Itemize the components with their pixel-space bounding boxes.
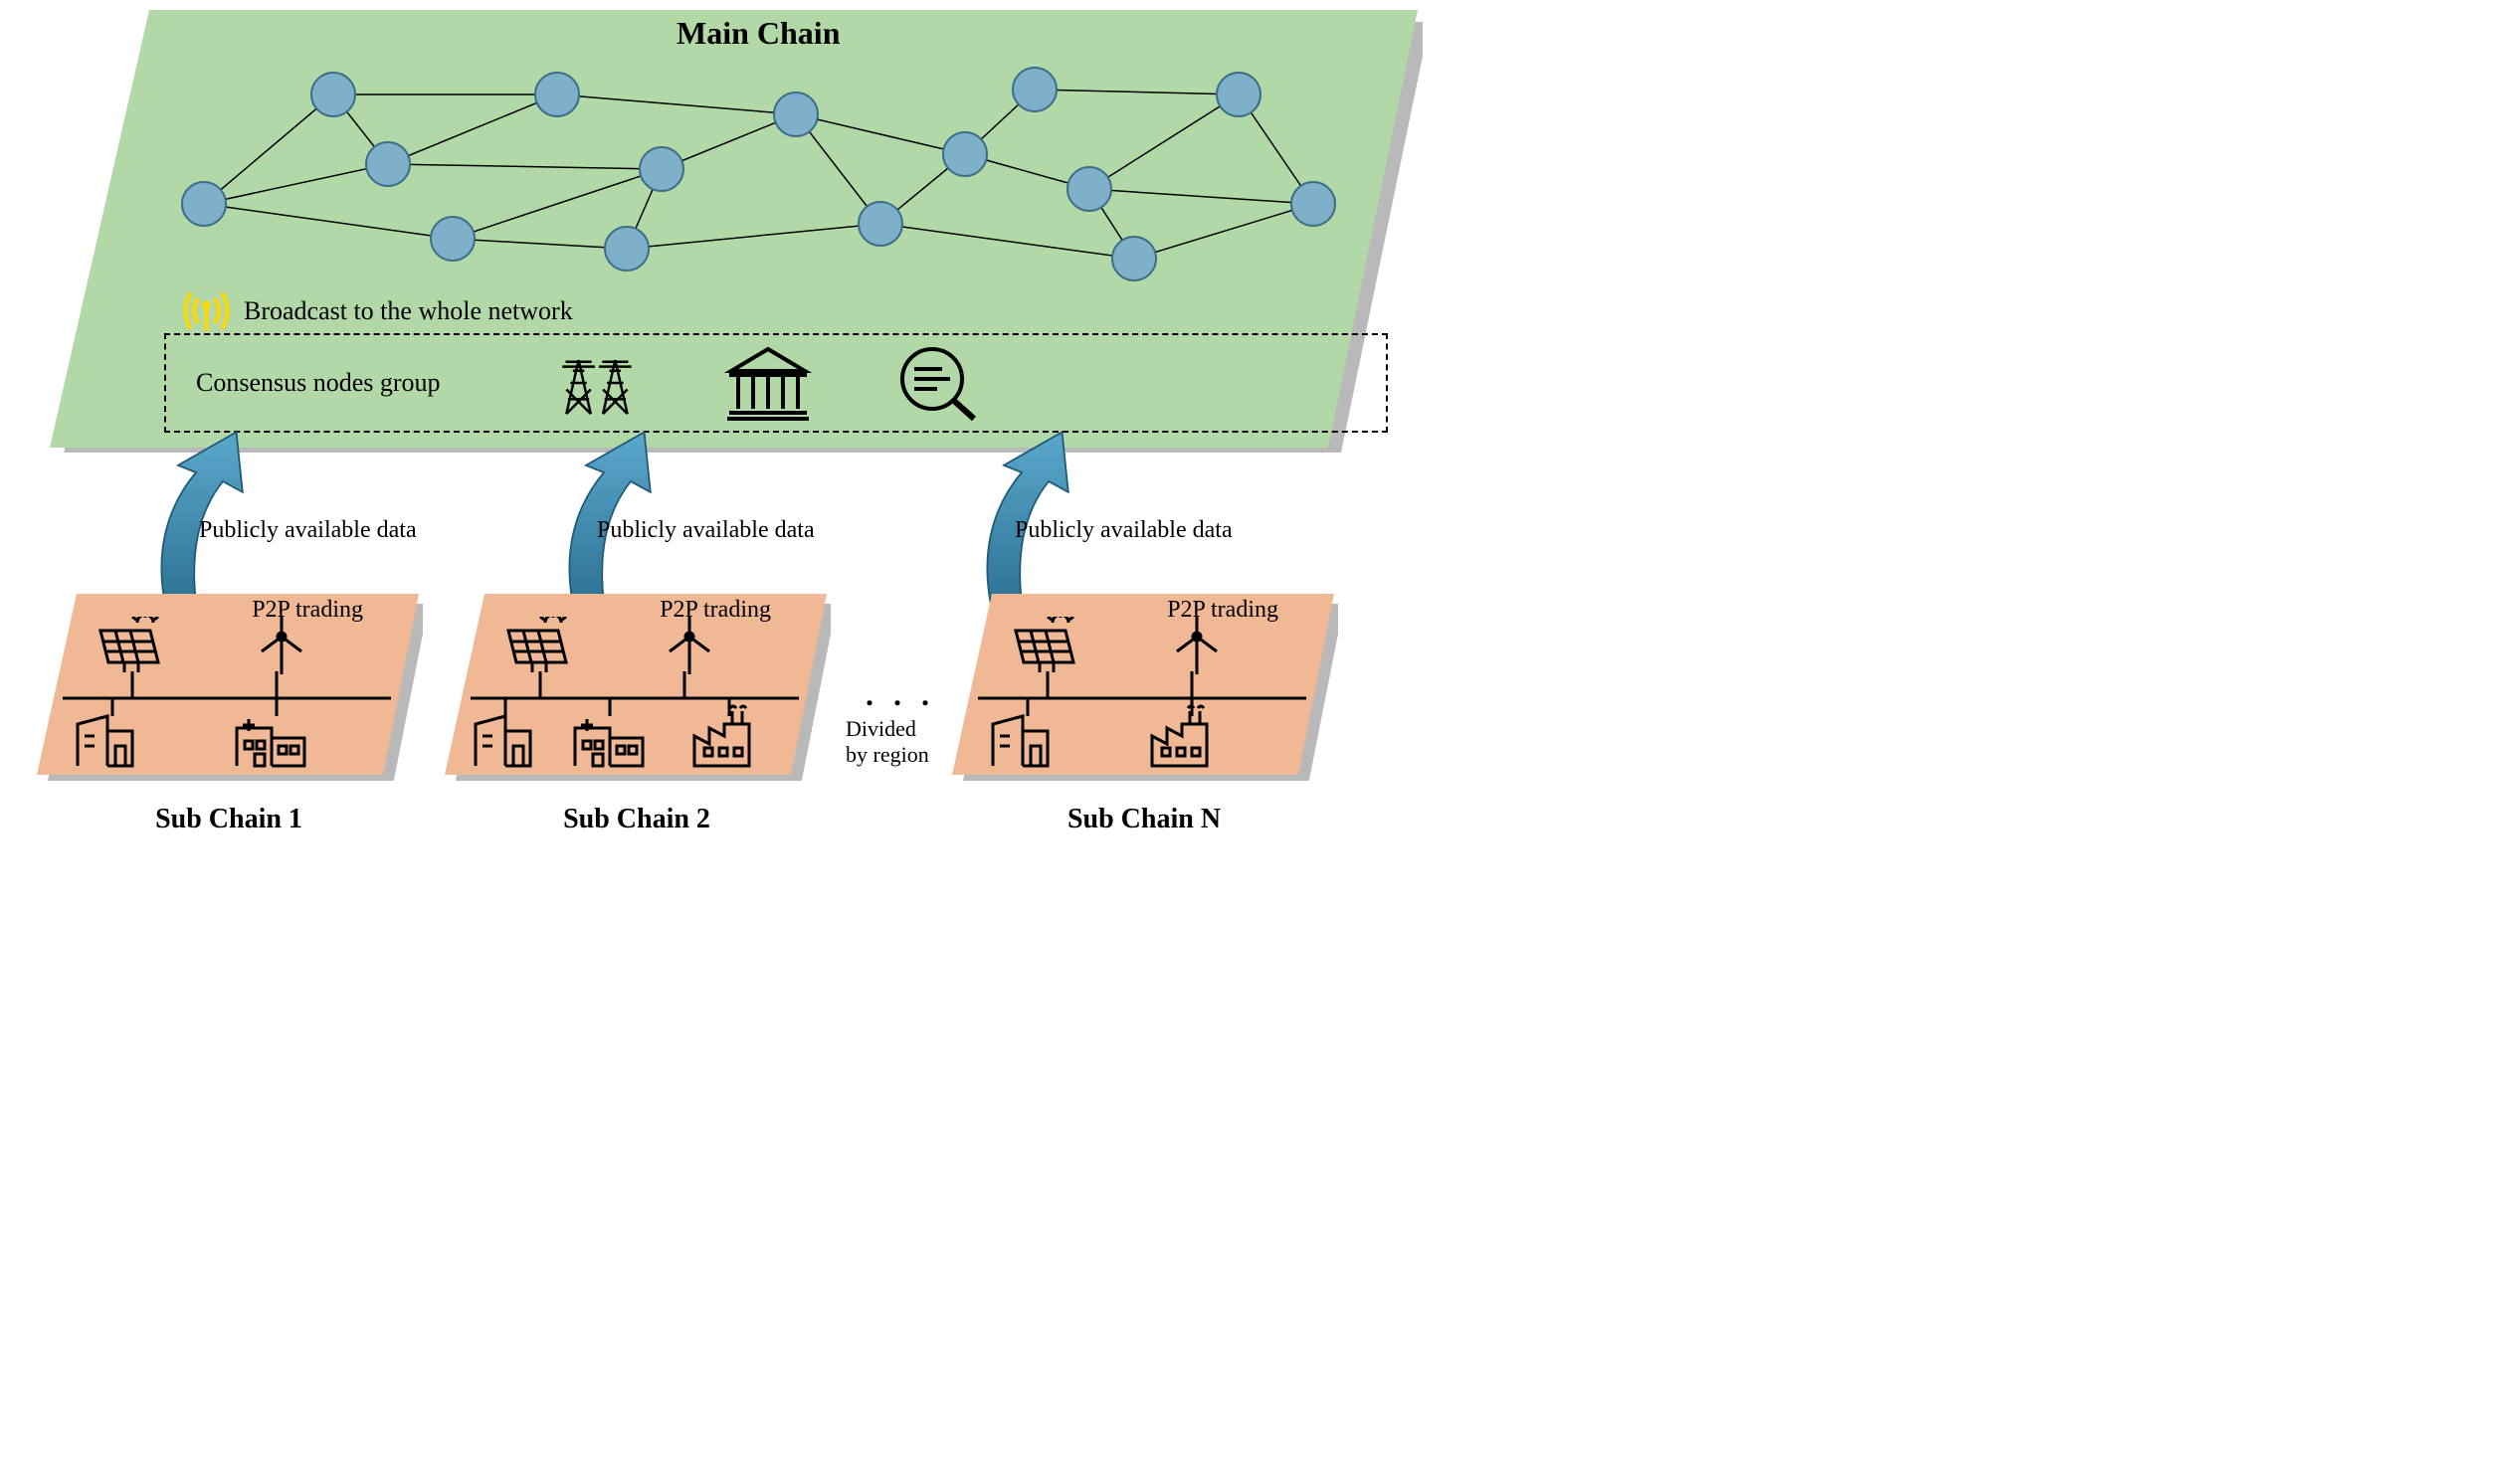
subchain-title: Sub Chain 1: [35, 804, 423, 835]
subchain-title: Sub Chain N: [950, 804, 1338, 835]
broadcast-antenna-icon: [179, 283, 234, 338]
broadcast-label: Broadcast to the whole network: [244, 296, 573, 326]
broadcast-row: Broadcast to the whole network: [179, 283, 573, 338]
subchain-panel: P2P trading: [35, 592, 423, 781]
subchain-panel: P2P trading: [950, 592, 1338, 781]
publicly-available-data-label: Publicly available data: [597, 517, 815, 544]
publicly-available-data-label: Publicly available data: [199, 517, 417, 544]
subchain-icons: [471, 617, 799, 776]
subchain-icons: [978, 617, 1306, 776]
main-chain-network: [109, 35, 1403, 283]
divided-by-region-label: Divided by region: [846, 716, 929, 769]
consensus-label: Consensus nodes group: [196, 368, 475, 398]
publicly-available-data-label: Publicly available data: [1015, 517, 1233, 544]
subchain-title: Sub Chain 2: [443, 804, 831, 835]
subchain-icons: [63, 617, 391, 776]
power-towers-icon: [554, 343, 644, 423]
ellipsis: . . .: [866, 676, 935, 713]
arrow-area: Publicly available data Publicly availab…: [0, 448, 1472, 607]
magnify-document-icon: [892, 343, 982, 423]
consensus-nodes-group: Consensus nodes group: [164, 333, 1388, 433]
subchains-row: P2P trading: [0, 592, 1472, 860]
bank-building-icon: [723, 343, 813, 423]
subchain-panel: P2P trading: [443, 592, 831, 781]
main-chain-panel: Main Chain Broadcast to the whole networ…: [50, 5, 1423, 453]
